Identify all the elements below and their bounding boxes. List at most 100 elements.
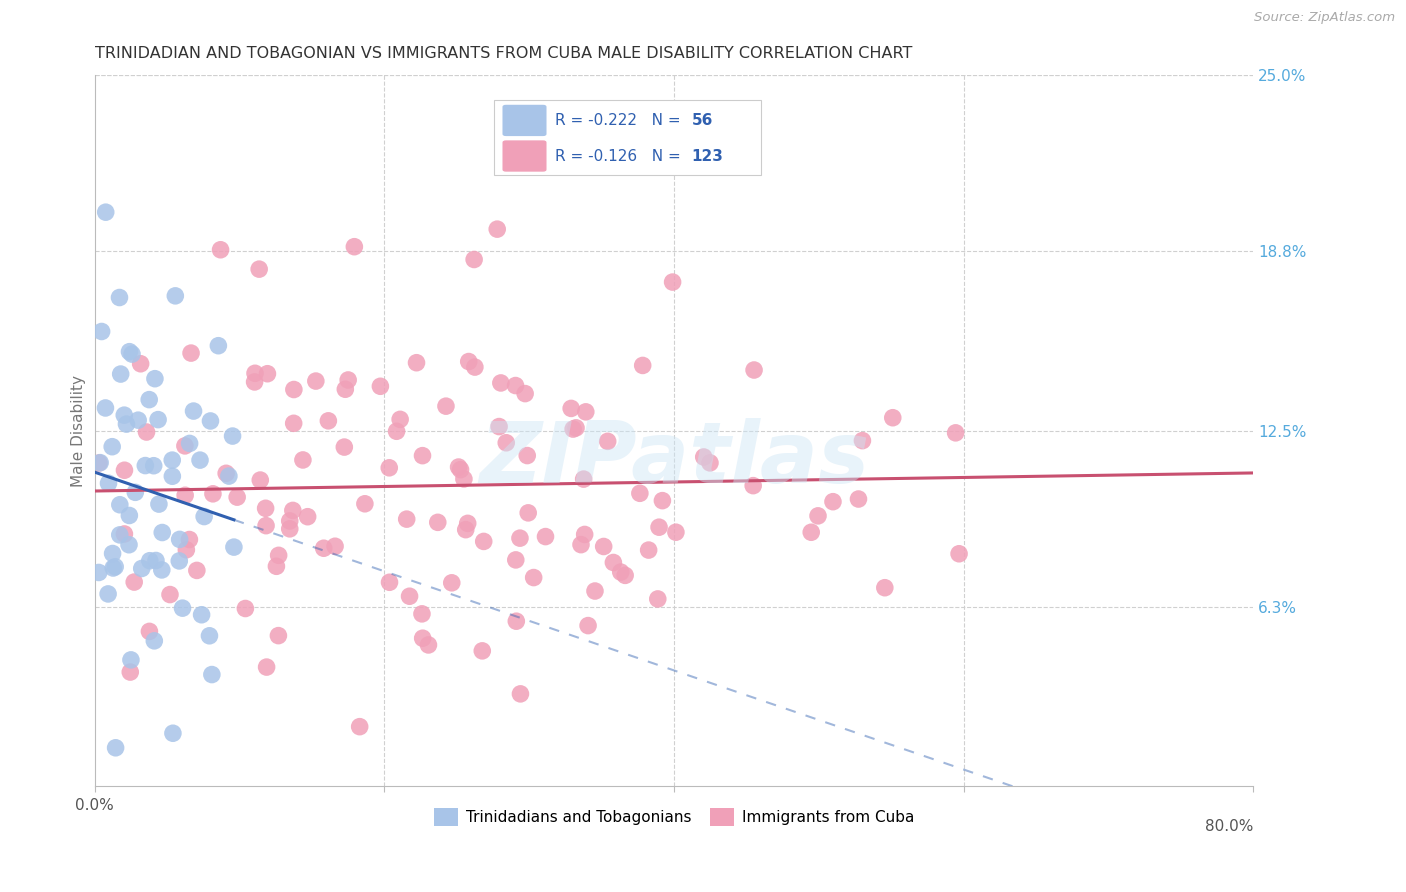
Point xyxy=(122,575,145,590)
Point xyxy=(333,440,356,454)
Point xyxy=(247,262,270,277)
Point xyxy=(162,726,184,740)
Point xyxy=(665,525,688,540)
Point xyxy=(267,629,290,643)
Point xyxy=(104,740,127,755)
Point xyxy=(89,456,111,470)
Point xyxy=(354,497,377,511)
Point xyxy=(882,410,904,425)
Point xyxy=(560,401,582,416)
Point xyxy=(174,439,197,453)
Point xyxy=(523,570,546,584)
Point xyxy=(873,581,896,595)
Point xyxy=(851,434,873,448)
Text: R = -0.222   N =: R = -0.222 N = xyxy=(554,113,685,128)
Point xyxy=(112,408,135,422)
Point xyxy=(821,494,844,508)
Point xyxy=(94,205,117,219)
Point xyxy=(516,449,538,463)
Point xyxy=(104,559,127,574)
Point xyxy=(335,382,357,396)
Point xyxy=(249,473,271,487)
Point xyxy=(278,514,301,528)
Point xyxy=(447,460,470,475)
Point xyxy=(218,469,240,483)
Point xyxy=(169,533,191,547)
Text: TRINIDADIAN AND TOBAGONIAN VS IMMIGRANTS FROM CUBA MALE DISABILITY CORRELATION C: TRINIDADIAN AND TOBAGONIAN VS IMMIGRANTS… xyxy=(94,46,912,62)
Point xyxy=(124,485,146,500)
Point xyxy=(471,644,494,658)
Point xyxy=(139,554,162,568)
Point xyxy=(323,539,346,553)
Point xyxy=(118,344,141,359)
Point xyxy=(118,508,141,523)
Point xyxy=(509,531,531,545)
Point xyxy=(610,565,633,579)
Point xyxy=(193,509,215,524)
Point xyxy=(742,478,765,492)
Point xyxy=(243,366,266,380)
Point xyxy=(160,453,183,467)
Point xyxy=(647,591,669,606)
Point xyxy=(165,289,187,303)
Point xyxy=(121,347,143,361)
Point xyxy=(176,542,198,557)
Point xyxy=(143,372,166,386)
Text: 123: 123 xyxy=(692,148,723,163)
Point xyxy=(101,547,124,561)
Point xyxy=(412,631,434,645)
Point xyxy=(426,516,449,530)
Point xyxy=(657,122,679,136)
Point xyxy=(108,528,131,542)
Point xyxy=(454,523,477,537)
Point xyxy=(118,538,141,552)
Point xyxy=(221,429,243,443)
Point xyxy=(948,547,970,561)
Point xyxy=(87,456,110,470)
Point xyxy=(378,460,401,475)
Point xyxy=(180,346,202,360)
Point xyxy=(297,509,319,524)
Point xyxy=(574,527,596,541)
Point xyxy=(583,584,606,599)
Point xyxy=(97,476,120,491)
Point xyxy=(569,538,592,552)
Point xyxy=(637,543,659,558)
Point xyxy=(742,363,765,377)
Point xyxy=(440,575,463,590)
Point xyxy=(115,417,138,431)
Point xyxy=(179,436,201,450)
Point xyxy=(131,561,153,575)
Point xyxy=(631,359,654,373)
Point xyxy=(101,440,124,454)
Point xyxy=(450,463,472,477)
Point xyxy=(349,720,371,734)
Point xyxy=(94,401,117,415)
Point xyxy=(378,575,401,590)
Point xyxy=(172,601,194,615)
Point xyxy=(418,638,440,652)
Point xyxy=(517,506,540,520)
Point xyxy=(434,399,457,413)
Point xyxy=(267,549,290,563)
Point xyxy=(343,240,366,254)
Point xyxy=(162,469,184,483)
Point xyxy=(145,553,167,567)
Point xyxy=(648,520,671,534)
Point xyxy=(463,252,485,267)
Point xyxy=(693,450,716,464)
Text: 80.0%: 80.0% xyxy=(1205,819,1253,833)
Point xyxy=(602,556,624,570)
Point xyxy=(138,392,160,407)
Point xyxy=(412,449,434,463)
Point xyxy=(150,525,173,540)
Point xyxy=(146,412,169,426)
Point xyxy=(108,498,131,512)
Point xyxy=(457,354,479,368)
Point xyxy=(457,516,479,531)
Point xyxy=(235,601,257,615)
Point xyxy=(453,472,475,486)
Point xyxy=(200,414,222,428)
Point xyxy=(488,419,510,434)
Point xyxy=(464,360,486,375)
